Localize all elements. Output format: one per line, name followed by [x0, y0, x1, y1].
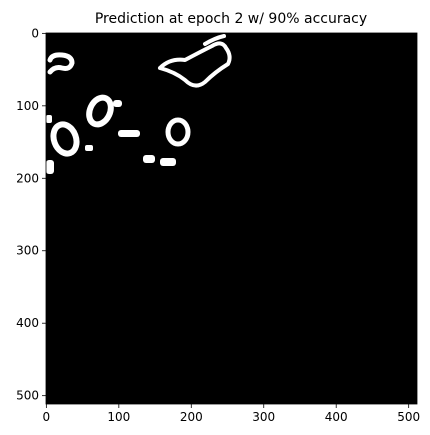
x-tick-label: 100: [107, 410, 130, 424]
blob: [85, 145, 93, 151]
axes-frame: [45, 32, 418, 405]
y-tick-label: 0: [31, 26, 39, 40]
blob: [46, 115, 52, 123]
mask-blobs: [46, 34, 232, 174]
blob: [86, 94, 114, 128]
x-tick-label: 0: [43, 410, 51, 424]
chart-title: Prediction at epoch 2 w/ 90% accuracy: [95, 11, 367, 27]
image: [46, 33, 417, 404]
x-tick-label: 300: [252, 410, 275, 424]
blob: [113, 100, 122, 107]
blob: [46, 160, 54, 174]
blob: [143, 155, 155, 163]
x-tick-label: 500: [397, 410, 420, 424]
blob: [203, 34, 226, 46]
blob: [165, 117, 191, 147]
y-tick-label: 500: [16, 389, 39, 403]
y-tick-label: 100: [16, 99, 39, 113]
blob: [158, 41, 232, 88]
x-tick-label: 200: [180, 410, 203, 424]
blob: [118, 130, 140, 137]
y-tick-label: 400: [16, 316, 39, 330]
blob: [47, 52, 75, 75]
y-tick-label: 200: [16, 171, 39, 185]
blob: [160, 158, 176, 166]
y-tick-label: 300: [16, 244, 39, 258]
x-tick-label: 400: [325, 410, 348, 424]
blob: [50, 121, 80, 157]
